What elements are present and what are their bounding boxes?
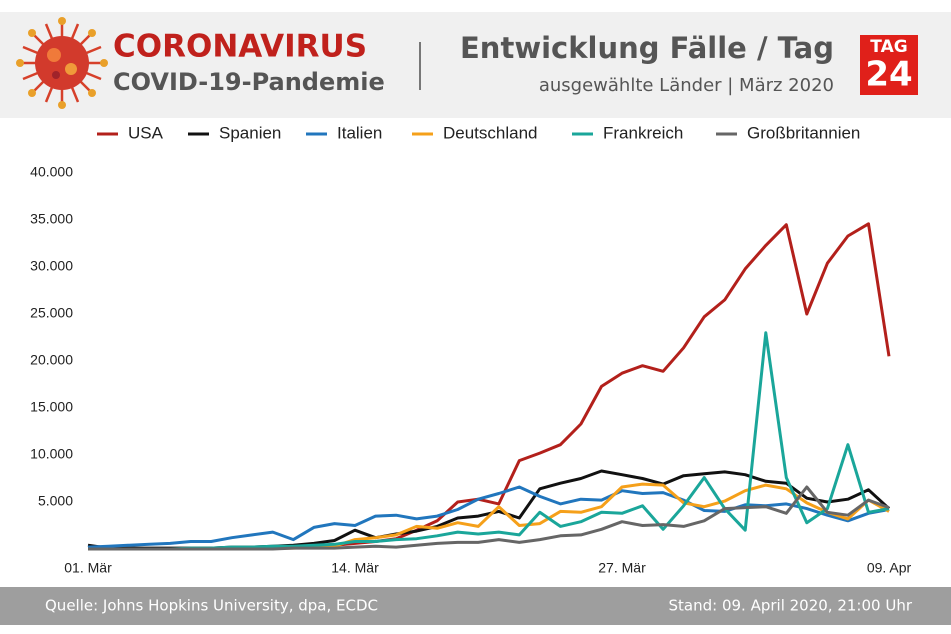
y-tick-label: 10.000 xyxy=(30,446,73,462)
footer-band xyxy=(0,587,951,625)
brand-subtitle: COVID-19-Pandemie xyxy=(113,68,385,96)
legend-label: Frankreich xyxy=(603,123,683,142)
virus-icon xyxy=(16,17,108,109)
logo-box xyxy=(860,35,918,95)
y-tick-label: 25.000 xyxy=(30,305,73,321)
y-tick-label: 15.000 xyxy=(30,399,73,415)
x-tick-label: 14. Mär xyxy=(331,560,379,576)
footer-source: Quelle: Johns Hopkins University, dpa, E… xyxy=(45,597,378,615)
header-band xyxy=(0,12,951,118)
x-tick-label: 09. Apr xyxy=(867,560,912,576)
logo-top: TAG xyxy=(870,37,907,57)
series-line xyxy=(88,485,890,551)
legend-label: Spanien xyxy=(219,123,281,142)
legend-label: USA xyxy=(128,123,164,142)
brand-title: CORONAVIRUS xyxy=(113,29,367,65)
x-tick-label: 27. Mär xyxy=(598,560,646,576)
logo-bottom: 24 xyxy=(865,55,912,95)
series-line xyxy=(87,485,890,549)
legend-label: Deutschland xyxy=(443,123,538,142)
y-tick-label: 35.000 xyxy=(30,211,73,227)
y-tick-label: 30.000 xyxy=(30,258,73,274)
logo: TAG 24 xyxy=(860,35,918,95)
x-tick-label: 01. Mär xyxy=(64,560,112,576)
chart-title: Entwicklung Fälle / Tag xyxy=(460,31,834,65)
y-tick-label: 40.000 xyxy=(30,164,73,180)
y-tick-label: 5.000 xyxy=(38,493,73,509)
plot: 5.000 10.000 15.000 20.000 25.000 30.000 35.00… xyxy=(30,123,911,575)
y-tick-label: 20.000 xyxy=(30,352,73,368)
legend-label: Italien xyxy=(337,123,382,142)
footer-stand: Stand: 09. April 2020, 21:00 Uhr xyxy=(669,597,913,615)
legend-label: Großbritannien xyxy=(747,123,860,142)
chart-subtitle: ausgewählte Länder | März 2020 xyxy=(539,75,834,96)
